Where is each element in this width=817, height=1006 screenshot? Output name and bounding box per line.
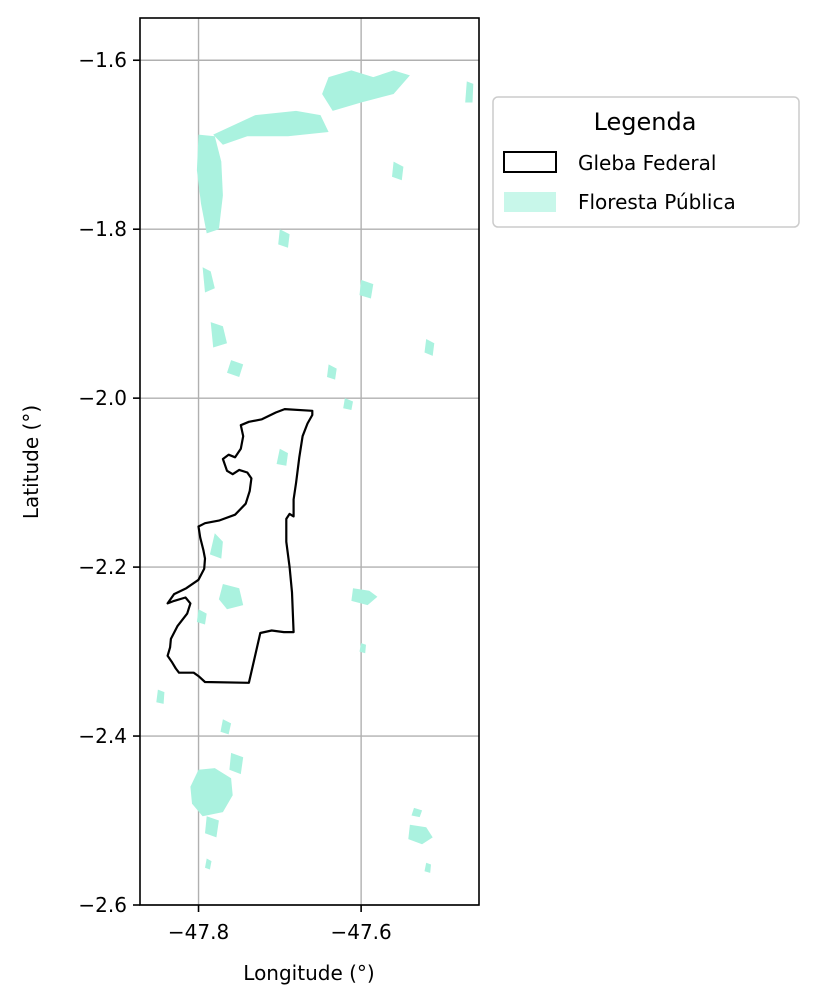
forest-patch xyxy=(424,339,435,356)
forest-patch xyxy=(322,70,410,111)
y-tick-label: −2.6 xyxy=(78,893,127,917)
plot-frame xyxy=(139,17,480,906)
forest-patch xyxy=(229,752,244,775)
forest-patch xyxy=(424,862,431,873)
forest-patch xyxy=(227,360,244,377)
forest-patch xyxy=(276,448,288,466)
y-axis-ticks: −1.6 −1.8 −2.0 −2.2 −2.4 −2.6 xyxy=(78,48,140,917)
floresta-publica-layer xyxy=(156,70,474,873)
forest-patch xyxy=(343,398,353,410)
y-tick-label: −1.8 xyxy=(78,217,127,241)
forest-patch xyxy=(156,689,165,704)
x-axis-ticks: −47.8 −47.6 xyxy=(168,905,392,944)
forest-patch xyxy=(196,609,207,625)
gleba-federal-outline xyxy=(166,408,314,684)
y-tick-label: −2.0 xyxy=(78,386,127,410)
y-axis-label: Latitude (°) xyxy=(19,405,43,519)
legend-gleba-swatch xyxy=(503,151,557,173)
forest-patch xyxy=(327,364,337,380)
forest-patch xyxy=(190,768,233,817)
y-tick-label: −1.6 xyxy=(78,48,127,72)
legend-gleba-label: Gleba Federal xyxy=(578,151,716,175)
forest-patch xyxy=(220,719,232,735)
x-tick-label: −47.8 xyxy=(168,920,229,944)
x-axis-label: Longitude (°) xyxy=(243,961,374,985)
forest-patch xyxy=(196,134,223,234)
forest-patch xyxy=(359,643,366,654)
forest-patch xyxy=(209,533,223,559)
y-tick-label: −2.4 xyxy=(78,724,127,748)
legend-forest-label: Floresta Pública xyxy=(578,190,736,214)
forest-patch xyxy=(205,816,219,838)
y-tick-label: −2.2 xyxy=(78,555,127,579)
forest-patch xyxy=(213,110,329,145)
forest-patch xyxy=(202,267,215,293)
legend: Legenda Gleba Federal Floresta Pública xyxy=(492,96,800,228)
legend-title: Legenda xyxy=(594,108,697,136)
x-tick-label: −47.6 xyxy=(330,920,391,944)
grid-lines xyxy=(140,18,479,906)
forest-patch xyxy=(465,81,474,103)
forest-patch xyxy=(351,588,378,606)
forest-patch xyxy=(278,229,290,248)
forest-patch xyxy=(210,322,227,348)
forest-patch xyxy=(218,584,244,610)
legend-box xyxy=(492,96,800,228)
forest-patch xyxy=(411,807,423,818)
forest-patch xyxy=(408,824,433,845)
legend-forest-swatch xyxy=(504,192,556,212)
forest-patch xyxy=(392,161,404,181)
forest-patch xyxy=(359,279,374,299)
forest-patch xyxy=(205,858,212,870)
